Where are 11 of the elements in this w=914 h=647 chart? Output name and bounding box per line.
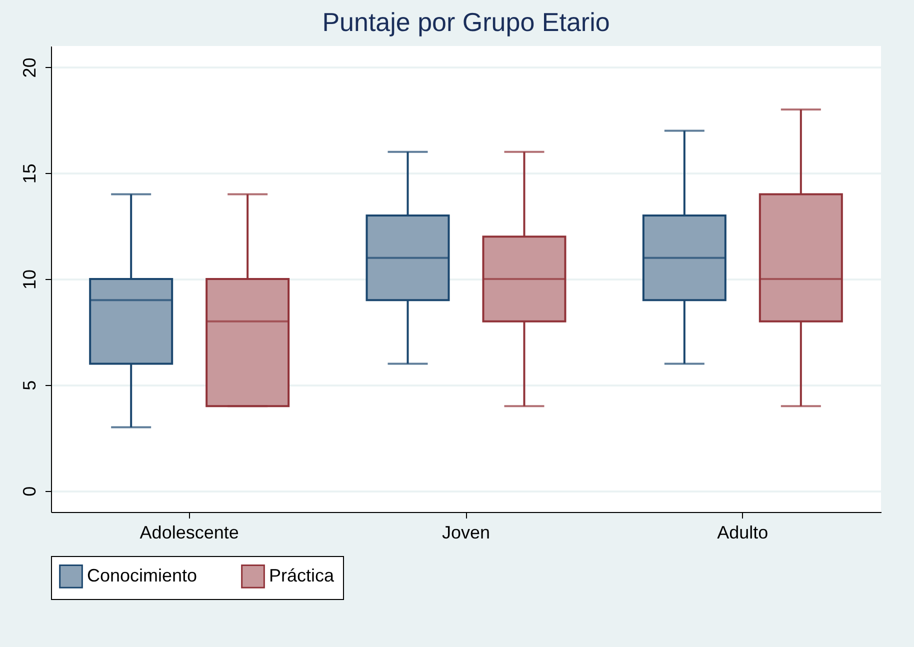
legend-label: Conocimiento: [87, 565, 198, 586]
x-tick-label: Joven: [442, 522, 490, 542]
chart-title: Puntaje por Grupo Etario: [322, 7, 610, 37]
legend-label: Práctica: [269, 565, 336, 586]
y-tick-label: 0: [20, 486, 40, 496]
y-tick-label: 20: [20, 58, 40, 78]
x-tick-label: Adulto: [717, 522, 768, 542]
y-tick-label: 10: [20, 269, 40, 290]
x-tick-label: Adolescente: [140, 522, 239, 542]
y-tick-label: 15: [20, 164, 40, 184]
y-tick-label: 5: [20, 380, 40, 390]
